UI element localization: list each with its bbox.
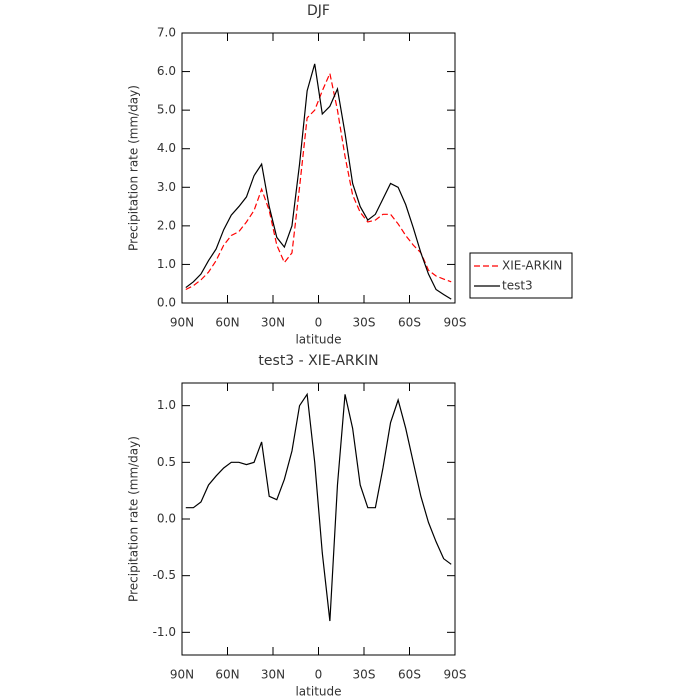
x-tick-label: 60N — [215, 316, 239, 330]
x-tick-label: 90N — [170, 316, 194, 330]
y-tick-label: 7.0 — [157, 26, 176, 40]
y-tick-label: 1.0 — [157, 257, 176, 271]
x-tick-label: 60S — [398, 668, 421, 682]
legend-box — [469, 252, 573, 299]
x-tick-label: 30S — [353, 316, 376, 330]
y-tick-label: 0.0 — [157, 512, 176, 526]
y-tick-label: -1.0 — [153, 625, 176, 639]
x-axis-label: latitude — [295, 685, 341, 699]
chart-title: DJF — [307, 3, 330, 19]
legend-label: test3 — [502, 279, 533, 293]
y-tick-label: 6.0 — [157, 64, 176, 78]
y-tick-label: 0.5 — [157, 455, 176, 469]
x-tick-label: 30N — [261, 668, 285, 682]
x-tick-label: 60S — [398, 316, 421, 330]
y-tick-label: 0.0 — [157, 296, 176, 310]
x-axis-label: latitude — [295, 333, 341, 347]
legend-label: XIE-ARKIN — [502, 259, 562, 273]
y-axis-label: Precipitation rate (mm/day) — [127, 85, 141, 251]
plot-frame — [181, 32, 456, 304]
data-line — [185, 71, 452, 291]
x-tick-label: 0 — [315, 316, 323, 330]
y-tick-label: 2.0 — [157, 218, 176, 232]
x-tick-label: 90S — [444, 668, 467, 682]
x-tick-label: 30S — [353, 668, 376, 682]
y-tick-label: -0.5 — [153, 568, 176, 582]
x-tick-label: 60N — [215, 668, 239, 682]
data-line — [185, 392, 452, 622]
x-tick-label: 0 — [315, 668, 323, 682]
y-tick-label: 5.0 — [157, 103, 176, 117]
chart-title: test3 - XIE-ARKIN — [258, 353, 378, 369]
y-tick-label: 3.0 — [157, 180, 176, 194]
y-tick-label: 4.0 — [157, 141, 176, 155]
y-axis-label: Precipitation rate (mm/day) — [127, 436, 141, 602]
x-tick-label: 30N — [261, 316, 285, 330]
y-tick-label: 1.0 — [157, 398, 176, 412]
data-line — [185, 63, 452, 300]
x-tick-label: 90S — [444, 316, 467, 330]
x-tick-label: 90N — [170, 668, 194, 682]
plot-frame — [181, 382, 456, 656]
